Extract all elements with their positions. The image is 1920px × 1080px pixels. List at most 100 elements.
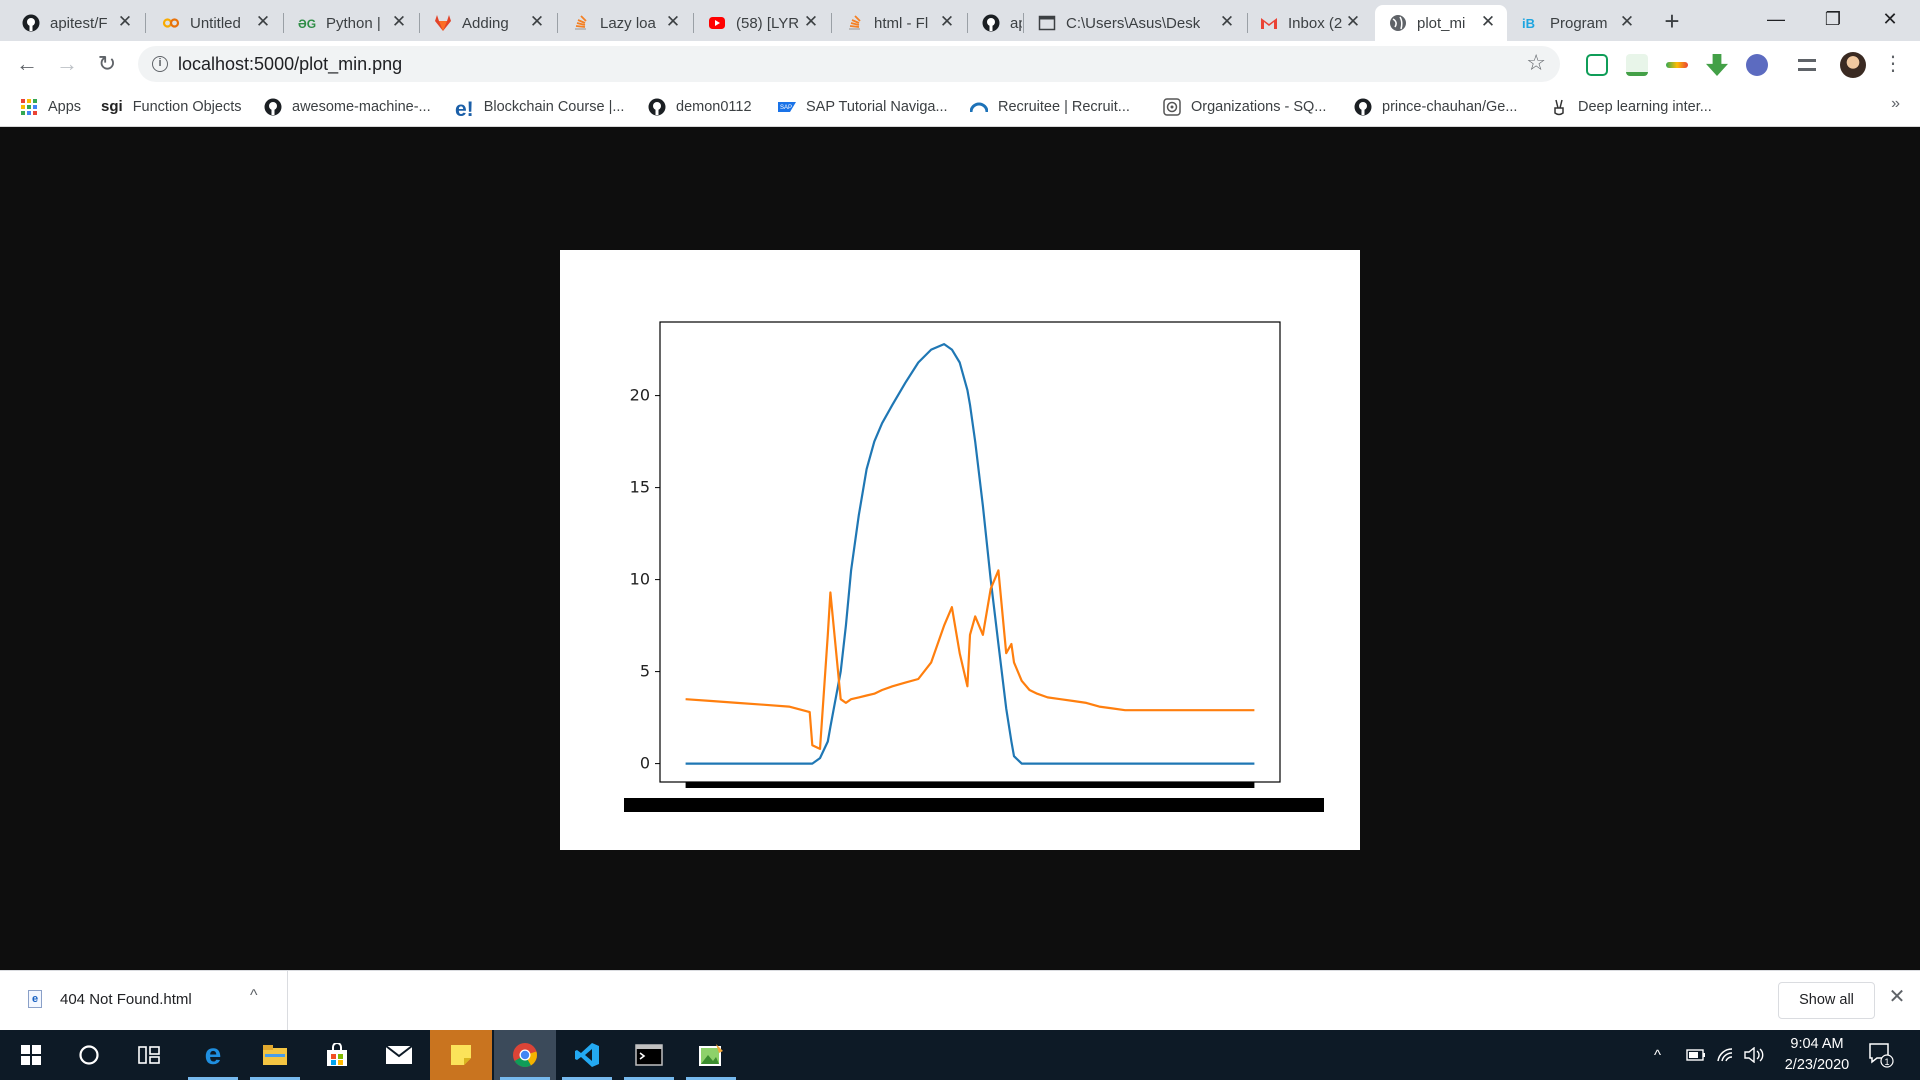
store-bag-icon[interactable] [306, 1030, 368, 1080]
tab-1[interactable]: apitest/F ✕ [8, 5, 144, 41]
profile-avatar[interactable] [1840, 52, 1866, 78]
window-close-button[interactable]: ✕ [1882, 9, 1898, 29]
tab-8[interactable]: ap [968, 5, 1022, 41]
address-bar[interactable]: i localhost:5000/plot_min.png ☆ [138, 46, 1560, 82]
back-button[interactable]: ← [16, 51, 38, 76]
vscode-icon[interactable] [556, 1030, 618, 1080]
bookmark-item[interactable]: prince-chauhan/Ge... [1354, 95, 1517, 119]
tab-3[interactable]: ƏG Python | ✕ [284, 5, 418, 41]
tab-separator [693, 13, 694, 33]
line-chart: 0 5 10 15 20 [624, 321, 1324, 812]
tab-7[interactable]: html - Fl ✕ [832, 5, 966, 41]
tab-close-icon[interactable]: ✕ [1480, 12, 1496, 31]
minimize-button[interactable]: — [1767, 9, 1785, 29]
extension-inbox-icon[interactable] [1626, 54, 1648, 76]
tab-close-icon[interactable]: ✕ [529, 12, 545, 31]
reload-button[interactable]: ↻ [97, 51, 117, 76]
download-item[interactable]: e 404 Not Found.html ^ [0, 971, 288, 1030]
chevron-up-icon[interactable]: ^ [250, 987, 258, 1004]
page-content: 0 5 10 15 20 [0, 127, 1920, 970]
start-windows-icon[interactable] [0, 1030, 62, 1080]
bookmark-item[interactable]: demon0112 [648, 95, 752, 119]
tab-separator [831, 13, 832, 33]
chrome-browser-icon[interactable] [494, 1030, 556, 1080]
mail-icon[interactable] [368, 1030, 430, 1080]
github-icon [264, 98, 282, 116]
bookmark-item[interactable]: e! Blockchain Course |... [455, 95, 625, 121]
bookmark-label: Organizations - SQ... [1191, 99, 1327, 115]
series-line-2 [685, 569, 1255, 750]
terminal-icon[interactable] [618, 1030, 680, 1080]
edureka-icon: e! [455, 98, 474, 121]
download-extension-icon[interactable] [1706, 54, 1728, 76]
tab-6[interactable]: (58) [LYR ✕ [694, 5, 830, 41]
browser-toolbar: ← → ↻ i localhost:5000/plot_min.png ☆ ⋮ [0, 41, 1920, 87]
bookmark-label: awesome-machine-... [292, 99, 431, 115]
y-tick-label: 10 [630, 570, 650, 589]
bookmark-item[interactable]: Organizations - SQ... [1163, 95, 1326, 119]
show-hidden-icons-icon[interactable]: ^ [1654, 1046, 1662, 1064]
tab-title: Inbox (2 [1288, 14, 1342, 32]
menu-kebab-icon[interactable]: ⋮ [1883, 53, 1903, 75]
tab-close-icon[interactable]: ✕ [117, 12, 133, 31]
bookmark-label: demon0112 [676, 99, 752, 115]
tab-title: ap [1010, 14, 1022, 32]
tab-12[interactable]: iB Program ✕ [1508, 5, 1646, 41]
tab-5[interactable]: Lazy loa ✕ [558, 5, 692, 41]
cortana-search-icon[interactable] [58, 1030, 120, 1080]
tab-close-icon[interactable]: ✕ [391, 12, 407, 31]
extension-check-icon[interactable] [1746, 54, 1768, 76]
url-text[interactable]: localhost:5000/plot_min.png [178, 54, 403, 74]
tab-9[interactable]: C:\Users\Asus\Desk ✕ [1024, 5, 1246, 41]
site-info-icon[interactable]: i [152, 56, 168, 72]
tab-close-icon[interactable]: ✕ [255, 12, 271, 31]
bookmark-star-icon[interactable]: ☆ [1526, 50, 1546, 75]
bookmark-item[interactable]: Recruitee | Recruit... [969, 95, 1130, 119]
apps-grid-icon [20, 98, 38, 116]
tab-close-icon[interactable]: ✕ [1619, 12, 1635, 31]
extension-green-icon[interactable] [1586, 54, 1608, 76]
tab-11-active[interactable]: plot_mi ✕ [1375, 5, 1507, 41]
tab-2[interactable]: Untitled ✕ [148, 5, 282, 41]
bookmark-item[interactable]: Apps [20, 95, 81, 119]
interviewbit-icon: iB [1522, 14, 1540, 32]
sticky-notes-icon[interactable] [430, 1030, 492, 1080]
edge-browser-icon[interactable]: e [182, 1030, 244, 1080]
tab-separator [1023, 13, 1024, 33]
shelf-close-icon[interactable]: ✕ [1888, 986, 1906, 1008]
tab-close-icon[interactable]: ✕ [1219, 12, 1235, 31]
volume-icon[interactable] [1744, 1030, 1764, 1080]
bookmark-label: Blockchain Course |... [483, 99, 625, 115]
extension-rainbow-icon[interactable] [1666, 62, 1688, 68]
battery-icon[interactable] [1686, 1030, 1706, 1080]
bookmark-item[interactable]: sgi Function Objects [101, 95, 242, 119]
media-queue-icon[interactable] [1798, 59, 1816, 71]
tab-close-icon[interactable]: ✕ [803, 12, 819, 31]
download-file-name[interactable]: 404 Not Found.html [60, 991, 192, 1008]
file-window-icon [1038, 14, 1056, 32]
tab-title: Untitled [190, 14, 241, 32]
x-axis-redaction-bar [685, 782, 1255, 788]
tab-close-icon[interactable]: ✕ [665, 12, 681, 31]
bookmark-item[interactable]: SAP SAP Tutorial Naviga... [778, 95, 948, 119]
tab-close-icon[interactable]: ✕ [1345, 12, 1361, 31]
new-tab-button[interactable]: + [1664, 6, 1680, 36]
restore-button[interactable]: ❐ [1824, 9, 1842, 29]
file-explorer-icon[interactable] [244, 1030, 306, 1080]
wifi-icon[interactable] [1716, 1030, 1736, 1080]
forward-button[interactable]: → [56, 51, 78, 76]
image-editor-icon[interactable] [680, 1030, 742, 1080]
y-tick-label: 5 [640, 662, 650, 681]
tab-close-icon[interactable]: ✕ [939, 12, 955, 31]
system-clock[interactable]: 9:04 AM 2/23/2020 [1772, 1034, 1862, 1076]
tab-4[interactable]: Adding ✕ [420, 5, 556, 41]
action-center-icon[interactable]: 1 [1868, 1030, 1894, 1080]
bookmark-item[interactable]: Deep learning inter... [1550, 95, 1712, 119]
github-icon [982, 14, 1000, 32]
task-view-icon[interactable] [118, 1030, 180, 1080]
bookmark-label: Apps [48, 99, 82, 115]
bookmark-item[interactable]: awesome-machine-... [264, 95, 431, 119]
tab-10[interactable]: Inbox (2 ✕ [1246, 5, 1372, 41]
bookmarks-overflow-icon[interactable]: » [1891, 95, 1900, 112]
show-all-button[interactable]: Show all [1778, 982, 1875, 1019]
